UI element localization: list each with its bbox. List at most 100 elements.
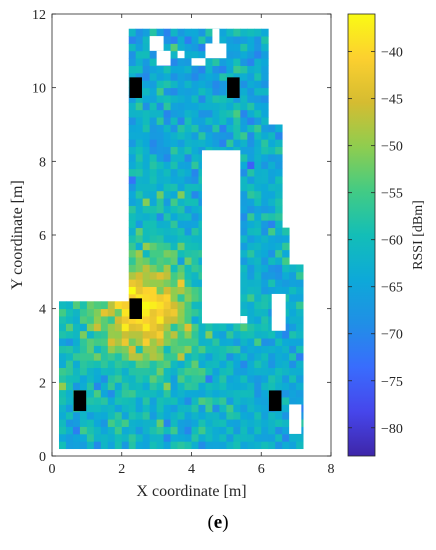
heatmap-cell (170, 330, 178, 339)
heatmap-cell (163, 257, 171, 265)
heatmap-cell (86, 316, 95, 324)
heatmap-cell (191, 131, 199, 140)
heatmap-cell (247, 264, 255, 273)
heatmap-cell (184, 382, 192, 391)
heatmap-cell (149, 404, 158, 413)
heatmap-cell (261, 279, 269, 287)
heatmap-cell (247, 50, 255, 59)
heatmap-cell (184, 301, 192, 310)
heatmap-cell (163, 389, 171, 398)
heatmap-cell (128, 146, 137, 155)
heatmap-cell (135, 50, 144, 59)
heatmap-cell (149, 330, 158, 339)
heatmap-cell (58, 374, 67, 383)
heatmap-cell (191, 109, 199, 118)
heatmap-cell (268, 360, 276, 368)
heatmap-cell (254, 308, 262, 317)
heatmap-cell (163, 404, 171, 413)
heatmap-cell (142, 411, 151, 420)
heatmap-cell (247, 36, 255, 44)
heatmap-cell (184, 257, 192, 265)
heatmap-cell (219, 72, 227, 81)
heatmap-cell (177, 411, 185, 420)
heatmap-cell (226, 426, 234, 435)
heatmap-cell (282, 367, 290, 376)
heatmap-cell (254, 279, 262, 287)
heatmap-cell (240, 72, 248, 81)
heatmap-cell (261, 28, 269, 37)
heatmap-cell (121, 404, 130, 413)
heatmap-cell (142, 360, 151, 368)
heatmap-cell (275, 279, 283, 287)
heatmap-cell (198, 433, 206, 442)
heatmap-cell (65, 338, 74, 346)
heatmap-cell (135, 382, 144, 391)
heatmap-cell (156, 80, 165, 89)
heatmap-cell (275, 345, 283, 354)
heatmap-cell (163, 382, 171, 391)
heatmap-cell (240, 345, 248, 354)
heatmap-cell (170, 168, 178, 177)
heatmap-cell (177, 227, 185, 236)
heatmap-cell (247, 352, 255, 361)
heatmap-cell (135, 323, 144, 332)
heatmap-cell (184, 345, 192, 354)
heatmap-cell (247, 139, 255, 147)
heatmap-cell (170, 441, 178, 450)
heatmap-cell (240, 58, 248, 66)
heatmap-cell (254, 65, 262, 74)
heatmap-cell (170, 345, 178, 354)
excluded-regions (149, 28, 302, 434)
colorbar: −40 −45 −50 −55 −60 −65 −70 −75 −80 RSSI [dBm] (347, 13, 426, 457)
heatmap-cell (226, 441, 234, 450)
heatmap-cell (261, 65, 269, 74)
heatmap-cell (86, 330, 95, 339)
x-tick-label: 6 (258, 462, 265, 477)
heatmap-cell (212, 411, 220, 420)
heatmap-cell (261, 176, 269, 184)
heatmap-cell (163, 161, 171, 170)
heatmap-cell (100, 316, 109, 324)
heatmap-cell (142, 117, 151, 125)
heatmap-cell (156, 271, 165, 280)
heatmap-cell (219, 36, 227, 44)
heatmap-cell (191, 249, 199, 258)
heatmap-cell (261, 316, 269, 324)
heatmap-cell (254, 205, 262, 214)
heatmap-cell (184, 28, 192, 37)
heatmap-cell (114, 367, 123, 376)
heatmap-cell (163, 95, 171, 103)
heatmap-cell (198, 404, 206, 413)
heatmap-cell (261, 183, 269, 192)
colorbar-tick-label: −55 (381, 187, 403, 202)
heatmap-cell (128, 36, 137, 44)
heatmap-cell (198, 139, 206, 147)
heatmap-cell (275, 338, 283, 346)
heatmap-cell (254, 139, 262, 147)
heatmap-cell (282, 397, 290, 405)
heatmap-cell (198, 28, 206, 37)
heatmap-cell (296, 279, 304, 287)
heatmap-cell (219, 28, 227, 37)
heatmap-cell (156, 153, 165, 162)
heatmap-cell (205, 65, 213, 74)
heatmap-cell (170, 389, 178, 398)
heatmap-cell (240, 43, 248, 52)
figure-caption: (e) (207, 512, 229, 533)
heatmap-cell (177, 198, 185, 206)
heatmap-cell (65, 316, 74, 324)
heatmap-cell (107, 404, 116, 413)
heatmap-cell (233, 124, 241, 133)
heatmap-cell (135, 316, 144, 324)
heatmap-cell (121, 382, 130, 391)
heatmap-cell (114, 382, 123, 391)
heatmap-cell (261, 367, 269, 376)
heatmap-cell (163, 441, 171, 450)
heatmap-cell (198, 382, 206, 391)
heatmap-cell (282, 404, 290, 413)
colorbar-label: RSSI [dBm] (411, 200, 426, 270)
heatmap-cell (261, 382, 269, 391)
heatmap-cell (58, 389, 67, 398)
heatmap-cell (205, 58, 213, 66)
heatmap-cell (240, 323, 248, 332)
